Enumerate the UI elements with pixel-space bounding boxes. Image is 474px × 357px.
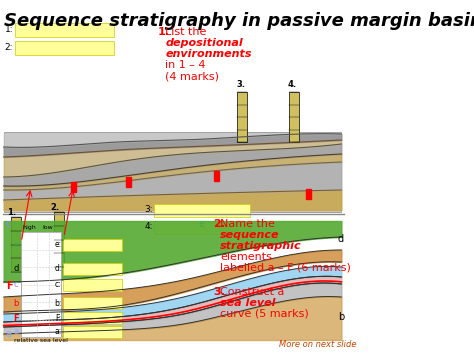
Bar [15, 23, 114, 37]
Text: relative sea level: relative sea level [14, 338, 68, 343]
Bar [154, 221, 250, 234]
FancyBboxPatch shape [4, 132, 341, 212]
Bar [126, 177, 131, 187]
Text: 4.: 4. [288, 80, 297, 89]
Text: d: d [337, 234, 344, 244]
Text: sea level: sea level [220, 298, 276, 308]
Text: depositional: depositional [165, 38, 243, 48]
Bar [71, 182, 76, 192]
Bar [15, 41, 114, 55]
Text: 1:: 1: [5, 25, 13, 34]
Text: in 1 – 4: in 1 – 4 [165, 60, 206, 70]
Text: labelled a – F (6 marks): labelled a – F (6 marks) [220, 263, 351, 273]
Text: 3:: 3: [144, 205, 153, 213]
Text: d:: d: [55, 264, 62, 273]
Text: 3.: 3. [237, 80, 246, 89]
Text: c: c [6, 219, 11, 229]
Text: e: e [198, 219, 204, 229]
Text: b:: b: [55, 299, 62, 308]
Bar [237, 92, 247, 142]
Bar [214, 171, 219, 181]
Bar [154, 204, 250, 217]
Bar [63, 263, 122, 275]
Text: F: F [6, 281, 12, 291]
Text: 3.: 3. [213, 287, 225, 297]
Bar [54, 212, 64, 267]
Text: d: d [13, 264, 18, 273]
Text: a: a [6, 329, 12, 339]
Text: b: b [337, 312, 344, 322]
Text: stratigraphic: stratigraphic [220, 241, 302, 251]
Text: low: low [43, 225, 54, 230]
Text: e:: e: [55, 240, 62, 249]
Bar [63, 326, 122, 338]
Bar [63, 297, 122, 310]
Text: 2:: 2: [5, 42, 13, 51]
Text: Construct a: Construct a [220, 287, 288, 297]
Bar [20, 232, 61, 337]
Text: 1.: 1. [158, 27, 170, 37]
Text: sequence: sequence [220, 230, 280, 240]
Bar [306, 189, 310, 199]
Bar [11, 217, 21, 272]
Bar [63, 238, 122, 251]
Text: 2.: 2. [213, 219, 225, 229]
Text: a:: a: [55, 327, 62, 336]
Bar [63, 312, 122, 324]
Text: e: e [13, 240, 18, 249]
Text: Name the: Name the [220, 219, 279, 229]
Text: 4:: 4: [144, 221, 153, 231]
Text: More on next slide: More on next slide [279, 340, 356, 349]
Text: a: a [13, 327, 18, 336]
Text: (4 marks): (4 marks) [165, 71, 219, 81]
Text: Sequence stratigraphy in passive margin basins: Sequence stratigraphy in passive margin … [4, 12, 474, 30]
Text: 2.: 2. [50, 203, 59, 212]
Text: curve (5 marks): curve (5 marks) [220, 309, 309, 319]
Text: b: b [13, 299, 18, 308]
Text: environments: environments [165, 49, 252, 59]
Text: c:: c: [55, 280, 62, 289]
Text: c: c [13, 280, 18, 289]
Text: F: F [13, 313, 19, 323]
Text: high: high [23, 225, 36, 230]
Text: F:: F: [55, 313, 62, 323]
Text: List the: List the [165, 27, 210, 37]
Text: 1.: 1. [7, 208, 17, 217]
Bar [63, 278, 122, 291]
Text: elements: elements [220, 252, 272, 262]
Bar [289, 92, 299, 142]
